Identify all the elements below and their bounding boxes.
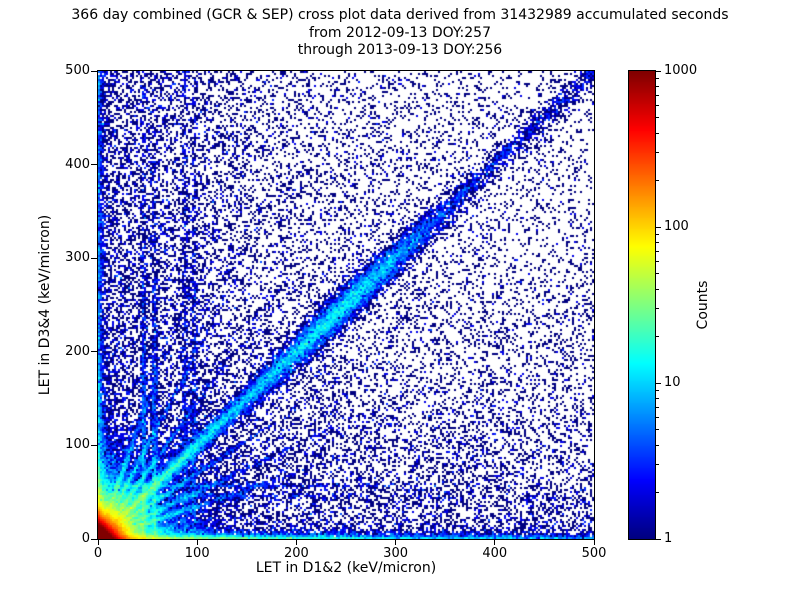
y-tick-label: 400 [65,156,90,172]
colorbar-tick-mark [656,538,661,540]
colorbar-minor-tick-mark [656,464,659,466]
colorbar-minor-tick-mark [656,389,659,391]
colorbar-minor-tick-mark [656,179,659,181]
x-tick-mark [395,540,397,545]
colorbar-minor-tick-mark [656,288,659,290]
colorbar-tick-mark [656,70,661,72]
x-tick-mark [295,540,297,545]
colorbar-minor-tick-mark [656,105,659,107]
x-tick-label: 300 [383,546,409,561]
colorbar-tick-label: 1 [664,531,673,546]
colorbar-minor-tick-mark [656,417,659,419]
colorbar-tick-label: 100 [664,219,689,234]
colorbar-gradient-canvas [629,71,655,539]
y-axis-label: LET in D3&4 (keV/micron) [37,214,53,396]
y-tick-mark [91,70,97,72]
colorbar-minor-tick-mark [656,273,659,275]
chart-subtitle-through: through 2013-09-13 DOY:256 [297,42,503,58]
y-tick-label: 200 [65,343,90,359]
colorbar [628,70,656,540]
colorbar-minor-tick-mark [656,397,659,399]
y-tick-label: 500 [65,63,90,78]
x-tick-label: 200 [283,546,309,561]
x-tick-mark [196,540,198,545]
x-tick-label: 400 [482,546,508,561]
y-tick-mark [91,538,97,540]
plot-area [97,70,595,540]
colorbar-minor-tick-mark [656,94,659,96]
colorbar-minor-tick-mark [656,444,659,446]
x-tick-mark [494,540,496,545]
y-tick-mark [91,351,97,353]
colorbar-minor-tick-mark [656,250,659,252]
colorbar-minor-tick-mark [656,406,659,408]
x-tick-label: 500 [581,546,607,561]
colorbar-minor-tick-mark [656,429,659,431]
colorbar-minor-tick-mark [656,491,659,493]
colorbar-tick-mark [656,382,661,384]
colorbar-minor-tick-mark [656,152,659,154]
colorbar-minor-tick-mark [656,77,659,79]
x-axis-label: LET in D1&2 (keV/micron) [255,560,437,576]
y-tick-mark [91,257,97,259]
y-tick-mark [91,164,97,166]
colorbar-tick-mark [656,226,661,228]
colorbar-label: Counts [695,280,711,330]
colorbar-minor-tick-mark [656,117,659,119]
colorbar-minor-tick-mark [656,308,659,310]
x-tick-mark [97,540,99,545]
colorbar-minor-tick-mark [656,233,659,235]
scatter-density-canvas [98,71,594,539]
y-tick-mark [91,444,97,446]
colorbar-tick-label: 1000 [664,63,698,78]
colorbar-minor-tick-mark [656,261,659,263]
y-tick-label: 100 [65,437,90,453]
x-tick-label: 0 [93,546,103,561]
colorbar-tick-label: 10 [664,375,681,390]
colorbar-minor-tick-mark [656,241,659,243]
y-tick-label: 300 [65,250,90,266]
chart-subtitle-from: from 2012-09-13 DOY:257 [308,25,491,41]
x-tick-mark [593,540,595,545]
chart-title: 366 day combined (GCR & SEP) cross plot … [71,7,729,23]
x-tick-label: 100 [184,546,210,561]
colorbar-minor-tick-mark [656,335,659,337]
colorbar-minor-tick-mark [656,132,659,134]
y-tick-label: 0 [81,531,90,546]
colorbar-minor-tick-mark [656,85,659,87]
